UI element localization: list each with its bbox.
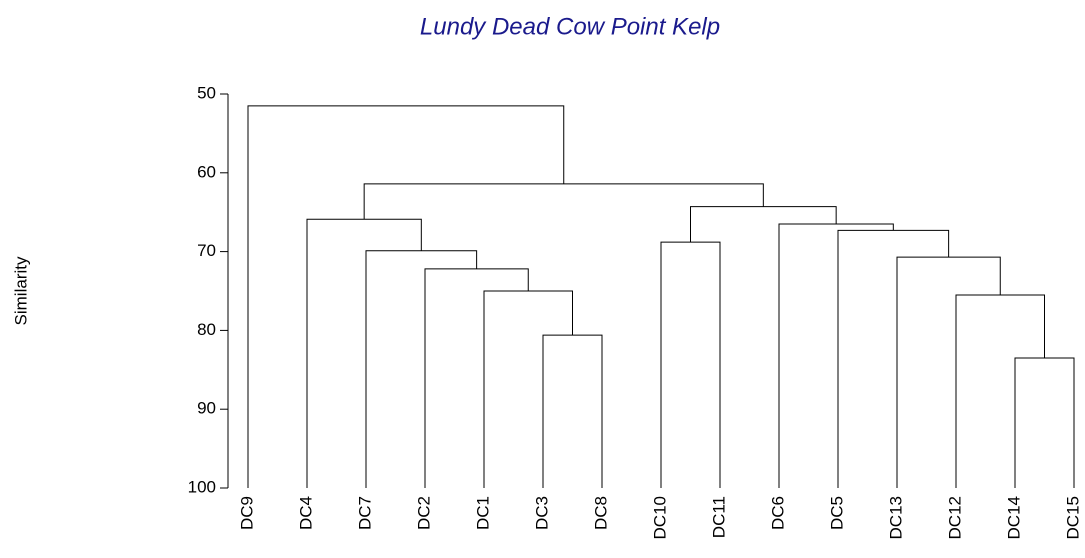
dendrogram-link [542,334,603,488]
leaf-label: DC8 [591,496,610,530]
leaf-label: DC13 [886,496,905,539]
dendrogram-link [660,241,721,488]
leaf-label: DC6 [768,496,787,530]
leaf-label: DC9 [237,496,256,530]
dendrogram-link [778,223,894,488]
dendrogram-link [955,294,1045,488]
leaf-label: DC4 [296,496,315,530]
leaf-label: DC12 [945,496,964,539]
leaf-label: DC10 [650,496,669,539]
dendrogram-link [483,290,573,488]
dendrogram-link [896,256,1001,488]
dendrogram-link [365,250,478,488]
leaf-label: DC14 [1004,496,1023,539]
dendrogram-link [363,183,764,220]
y-tick-label: 80 [197,320,216,339]
leaf-label: DC2 [414,496,433,530]
y-tick-label: 50 [197,83,216,102]
y-tick-label: 60 [197,162,216,181]
dendrogram-link [424,268,529,488]
y-tick-label: 70 [197,241,216,260]
dendrogram-link [247,105,565,488]
y-axis-label: Similarity [11,256,30,325]
leaf-label: DC1 [473,496,492,530]
dendrogram-link [837,229,950,488]
chart-title: Lundy Dead Cow Point Kelp [420,13,720,40]
leaf-label: DC3 [532,496,551,530]
leaf-label: DC11 [709,496,728,538]
leaf-label: DC7 [355,496,374,530]
y-tick-label: 90 [197,399,216,418]
leaf-label: DC5 [827,496,846,530]
y-tick-label: 100 [188,477,216,496]
dendrogram-link [306,218,422,488]
leaf-label: DC15 [1063,496,1082,539]
dendrogram-link [1014,357,1075,488]
